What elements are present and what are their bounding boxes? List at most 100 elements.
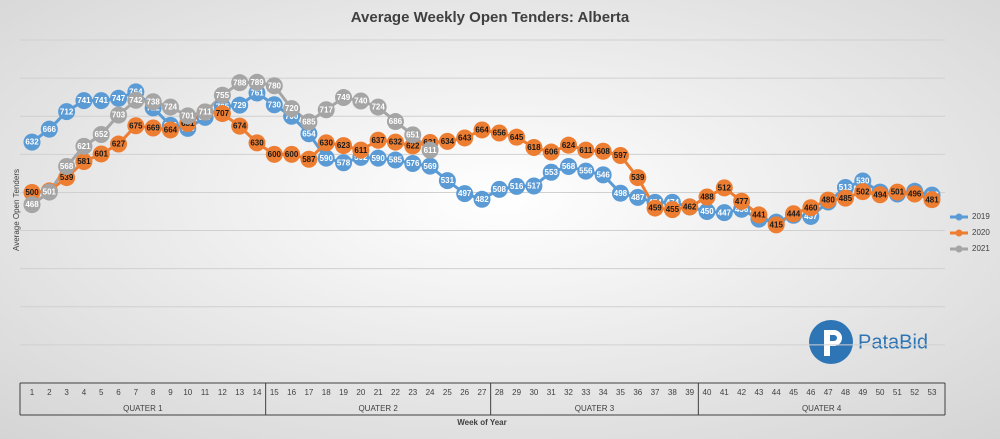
data-point: [179, 107, 197, 125]
legend-label: 2019: [972, 212, 990, 221]
data-point: [629, 188, 647, 206]
data-point: [265, 77, 283, 95]
data-label: 664: [475, 126, 489, 135]
data-label: 637: [371, 136, 385, 145]
data-point: [92, 92, 110, 110]
x-tick-label: 50: [876, 388, 885, 397]
data-label: 568: [60, 162, 74, 171]
data-point: [438, 132, 456, 150]
data-label: 645: [510, 133, 524, 142]
data-point: [594, 166, 612, 184]
data-label: 576: [406, 159, 420, 168]
x-tick-label: 12: [218, 388, 227, 397]
data-label: 590: [320, 154, 334, 163]
x-tick-label: 43: [754, 388, 763, 397]
data-label: 539: [631, 173, 645, 182]
data-point: [369, 131, 387, 149]
x-tick-label: 27: [478, 388, 487, 397]
data-label: 553: [545, 168, 559, 177]
data-point: [231, 74, 249, 92]
data-label: 669: [146, 124, 160, 133]
data-point: [352, 92, 370, 110]
data-point: [421, 141, 439, 159]
data-label: 569: [423, 162, 437, 171]
data-point: [733, 192, 751, 210]
data-label: 444: [787, 209, 801, 218]
data-label: 780: [268, 81, 282, 90]
data-point: [715, 179, 733, 197]
legend-swatch: [955, 245, 963, 253]
x-tick-label: 10: [183, 388, 192, 397]
x-tick-label: 38: [668, 388, 677, 397]
data-point: [681, 198, 699, 216]
data-label: 643: [458, 134, 472, 143]
x-tick-label: 25: [443, 388, 452, 397]
data-point: [248, 73, 266, 91]
x-tick-label: 47: [824, 388, 833, 397]
data-point: [248, 134, 266, 152]
data-point: [767, 216, 785, 234]
x-tick-label: 30: [529, 388, 538, 397]
data-point: [75, 92, 93, 110]
data-label: 711: [199, 108, 212, 117]
data-label: 500: [25, 188, 39, 197]
x-tick-label: 8: [151, 388, 156, 397]
data-point: [283, 145, 301, 163]
data-point: [110, 106, 128, 124]
data-label: 512: [718, 183, 732, 192]
data-point: [698, 188, 716, 206]
data-label: 581: [77, 157, 91, 166]
data-label: 455: [666, 205, 680, 214]
data-point: [23, 133, 41, 151]
data-point: [300, 125, 318, 143]
data-label: 501: [891, 188, 905, 197]
data-point: [923, 191, 941, 209]
data-point: [386, 151, 404, 169]
data-point: [594, 142, 612, 160]
x-tick-label: 18: [322, 388, 331, 397]
data-point: [23, 183, 41, 201]
data-label: 747: [112, 94, 126, 103]
data-label: 622: [406, 142, 420, 151]
data-point: [58, 158, 76, 176]
x-tick-label: 14: [253, 388, 262, 397]
x-tick-label: 3: [64, 388, 69, 397]
x-tick-label: 23: [408, 388, 417, 397]
data-label: 546: [596, 171, 610, 180]
data-label: 634: [441, 137, 455, 146]
data-label: 600: [285, 150, 299, 159]
data-point: [369, 149, 387, 167]
data-label: 587: [302, 155, 316, 164]
data-label: 712: [60, 107, 74, 116]
x-tick-label: 2: [47, 388, 52, 397]
x-tick-label: 28: [495, 388, 504, 397]
data-point: [161, 121, 179, 139]
data-point: [819, 191, 837, 209]
data-label: 685: [302, 118, 316, 127]
data-label: 742: [129, 96, 143, 105]
data-label: 611: [424, 146, 437, 155]
x-tick-label: 45: [789, 388, 798, 397]
data-label: 741: [77, 96, 91, 105]
data-point: [404, 126, 422, 144]
x-tick-label: 20: [356, 388, 365, 397]
data-point: [58, 103, 76, 121]
data-label: 606: [545, 148, 559, 157]
data-point: [836, 189, 854, 207]
data-label: 460: [804, 203, 818, 212]
x-tick-label: 15: [270, 388, 279, 397]
data-label: 664: [164, 126, 178, 135]
data-label: 789: [250, 78, 264, 87]
data-point: [92, 145, 110, 163]
data-label: 480: [821, 196, 835, 205]
legend-label: 2020: [972, 228, 990, 237]
data-point: [386, 113, 404, 131]
data-label: 686: [389, 117, 403, 126]
data-point: [335, 154, 353, 172]
x-tick-label: 42: [737, 388, 746, 397]
data-label: 501: [43, 188, 57, 197]
data-point: [92, 126, 110, 144]
data-label: 468: [25, 200, 39, 209]
data-point: [611, 184, 629, 202]
data-label: 740: [354, 97, 368, 106]
